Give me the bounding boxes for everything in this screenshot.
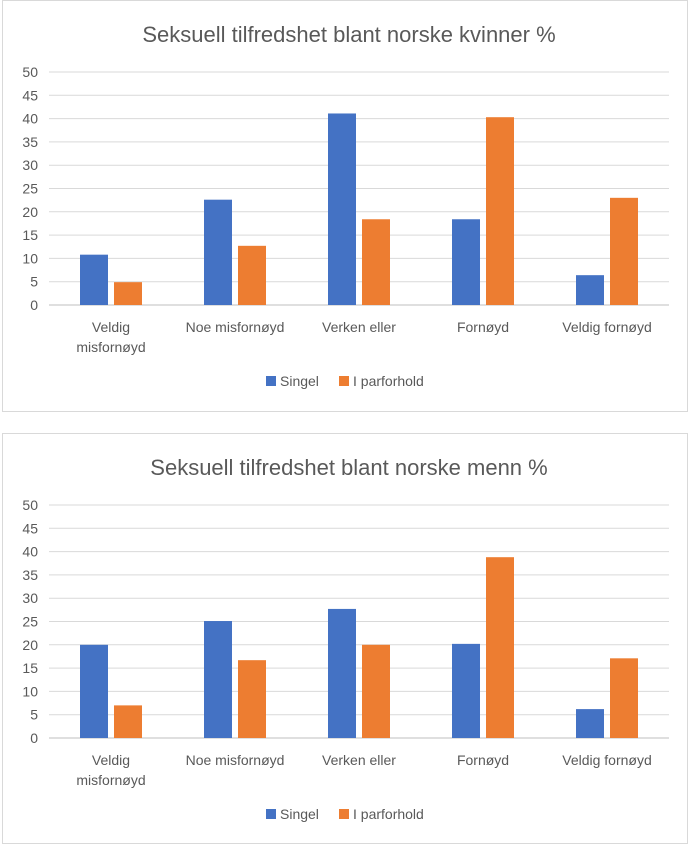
y-tick-label: 40 bbox=[22, 544, 38, 560]
bar-i-parforhold bbox=[362, 644, 390, 738]
legend-swatch bbox=[339, 376, 349, 386]
y-tick-label: 30 bbox=[22, 590, 38, 606]
bar-singel bbox=[80, 644, 108, 738]
y-tick-label: 45 bbox=[22, 87, 38, 103]
y-tick-label: 40 bbox=[22, 111, 38, 127]
y-tick-label: 5 bbox=[30, 274, 38, 290]
bar-singel bbox=[576, 709, 604, 738]
category-label: Fornøyd bbox=[457, 319, 509, 335]
y-tick-label: 35 bbox=[22, 567, 38, 583]
bar-i-parforhold bbox=[238, 660, 266, 738]
category-label: Veldig fornøyd bbox=[562, 752, 652, 768]
bar-i-parforhold bbox=[610, 197, 638, 305]
chart-women: Seksuell tilfredshet blant norske kvinne… bbox=[2, 0, 688, 412]
chart-men: Seksuell tilfredshet blant norske menn %… bbox=[2, 433, 688, 844]
category-label: misfornøyd bbox=[76, 339, 145, 355]
category-label: Veldig fornøyd bbox=[562, 319, 652, 335]
legend-swatch bbox=[339, 809, 349, 819]
y-tick-label: 35 bbox=[22, 134, 38, 150]
bar-i-parforhold bbox=[362, 219, 390, 305]
chart-women-svg: Seksuell tilfredshet blant norske kvinne… bbox=[22, 22, 669, 389]
y-tick-label: 45 bbox=[22, 520, 38, 536]
bar-i-parforhold bbox=[238, 245, 266, 305]
chart-title: Seksuell tilfredshet blant norske kvinne… bbox=[142, 22, 555, 47]
y-tick-label: 0 bbox=[30, 297, 38, 313]
bar-singel bbox=[576, 275, 604, 305]
bar-i-parforhold bbox=[486, 117, 514, 306]
y-tick-label: 10 bbox=[22, 683, 38, 699]
y-tick-label: 25 bbox=[22, 614, 38, 630]
category-label: misfornøyd bbox=[76, 772, 145, 788]
bar-i-parforhold bbox=[114, 705, 142, 738]
y-tick-label: 15 bbox=[22, 227, 38, 243]
legend-label: Singel bbox=[280, 373, 319, 389]
legend-label: I parforhold bbox=[353, 373, 424, 389]
bar-singel bbox=[204, 199, 232, 305]
bar-i-parforhold bbox=[486, 557, 514, 738]
bar-singel bbox=[328, 113, 356, 305]
legend-label: I parforhold bbox=[353, 806, 424, 822]
bar-singel bbox=[80, 254, 108, 305]
y-tick-label: 5 bbox=[30, 707, 38, 723]
category-label: Verken eller bbox=[322, 752, 396, 768]
y-tick-label: 0 bbox=[30, 730, 38, 746]
category-label: Fornøyd bbox=[457, 752, 509, 768]
category-label: Verken eller bbox=[322, 319, 396, 335]
legend-swatch bbox=[266, 809, 276, 819]
category-label: Noe misfornøyd bbox=[186, 319, 285, 335]
y-tick-label: 20 bbox=[22, 204, 38, 220]
chart-title: Seksuell tilfredshet blant norske menn % bbox=[150, 455, 547, 480]
bar-singel bbox=[452, 219, 480, 305]
y-tick-label: 30 bbox=[22, 157, 38, 173]
bar-singel bbox=[452, 643, 480, 738]
bar-singel bbox=[204, 621, 232, 738]
y-tick-label: 25 bbox=[22, 181, 38, 197]
legend-label: Singel bbox=[280, 806, 319, 822]
bar-i-parforhold bbox=[610, 658, 638, 738]
bar-singel bbox=[328, 608, 356, 738]
y-tick-label: 50 bbox=[22, 64, 38, 80]
y-tick-label: 20 bbox=[22, 637, 38, 653]
category-label: Veldig bbox=[92, 752, 130, 768]
bar-i-parforhold bbox=[114, 282, 142, 305]
chart-men-svg: Seksuell tilfredshet blant norske menn %… bbox=[22, 455, 669, 822]
category-label: Noe misfornøyd bbox=[186, 752, 285, 768]
y-tick-label: 10 bbox=[22, 250, 38, 266]
y-tick-label: 50 bbox=[22, 497, 38, 513]
legend-swatch bbox=[266, 376, 276, 386]
category-label: Veldig bbox=[92, 319, 130, 335]
y-tick-label: 15 bbox=[22, 660, 38, 676]
